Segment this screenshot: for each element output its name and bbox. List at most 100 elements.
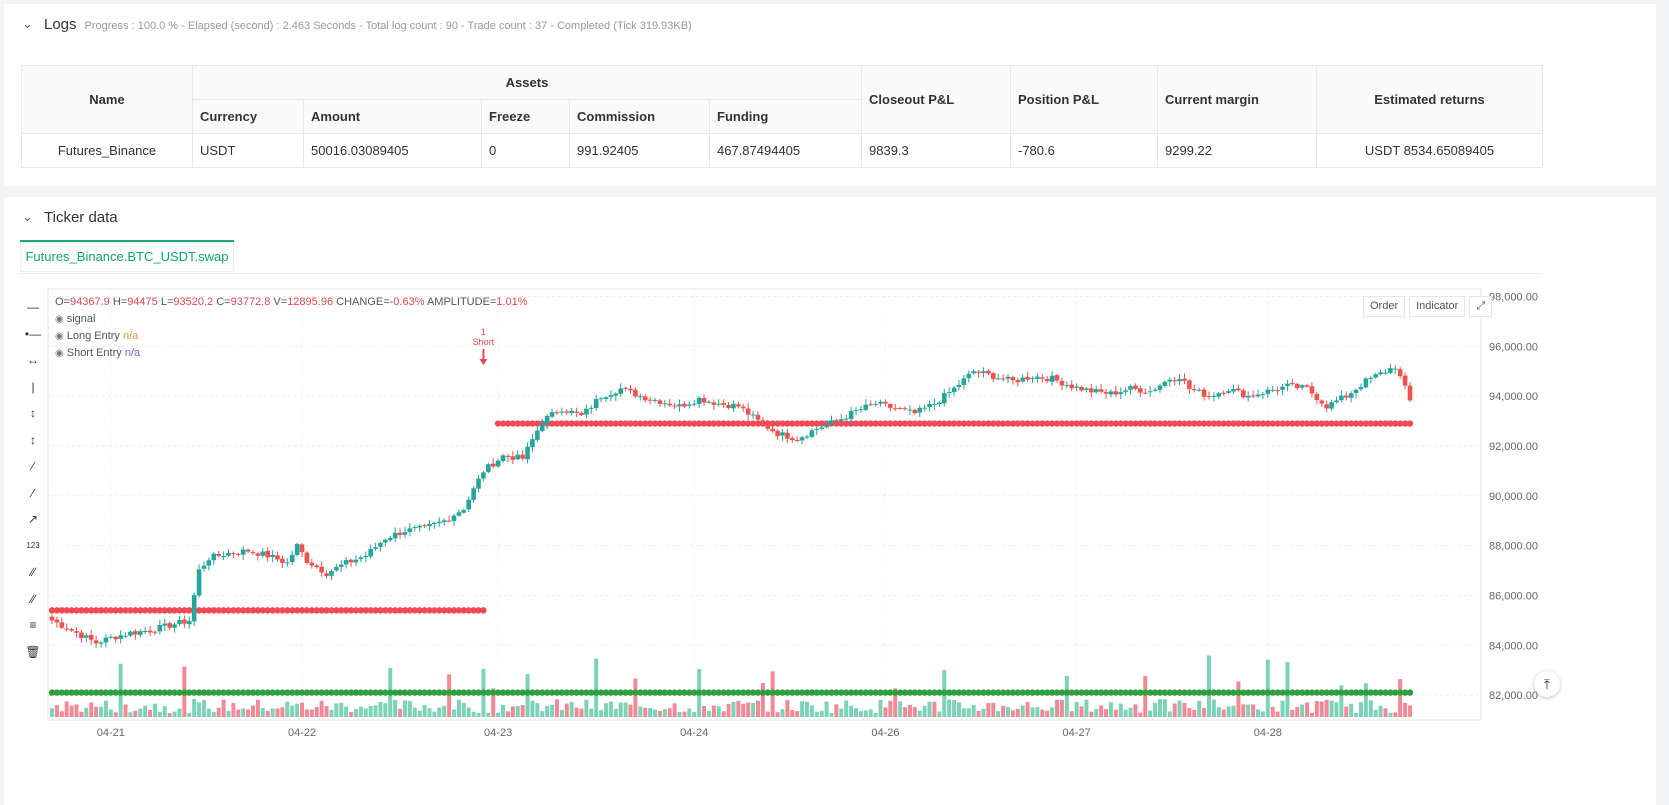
support-dot xyxy=(1289,689,1296,696)
volume-bar xyxy=(672,703,677,717)
resistance-dot xyxy=(1181,420,1188,427)
vertical-segment-icon[interactable]: ↕ xyxy=(30,432,36,447)
candle-body xyxy=(638,396,643,398)
trash-icon[interactable]: 🗑 xyxy=(25,644,41,659)
support-dot xyxy=(725,689,732,696)
resistance-dot xyxy=(205,607,213,614)
resistance-dot xyxy=(784,420,791,427)
resistance-dot xyxy=(450,607,458,614)
fullscreen-icon[interactable]: ⤢ xyxy=(1469,296,1493,317)
support-dot xyxy=(494,689,502,696)
candle-body xyxy=(1260,394,1266,396)
horizontal-ray-icon[interactable]: •— xyxy=(24,326,42,341)
volume-bar xyxy=(128,712,133,717)
segment-line-icon[interactable]: ↗ xyxy=(27,512,39,527)
fib-retracement-icon[interactable]: ≡ xyxy=(29,618,37,633)
ticker-title: Ticker data xyxy=(44,209,118,226)
volume-bar xyxy=(1295,707,1300,717)
candlestick-chart[interactable]: 98,000.00 96,000.00 94,000.00 92,000.00 90,0… xyxy=(4,197,1656,805)
candle-body xyxy=(701,398,707,403)
volume-bar xyxy=(236,709,241,717)
support-dot xyxy=(107,689,115,696)
volume-bar xyxy=(461,702,466,717)
col-commission: Commission xyxy=(569,99,710,134)
resistance-dot xyxy=(1161,420,1169,427)
volume-bar xyxy=(1167,711,1172,717)
scroll-to-top-icon[interactable]: ⤒ xyxy=(1534,671,1560,697)
order-button[interactable]: Order xyxy=(1363,296,1406,317)
resistance-dot xyxy=(391,607,399,614)
volume-bar xyxy=(692,711,697,717)
legend-short-entry[interactable]: ◉ Short Entry n/a xyxy=(55,347,141,359)
resistance-dot xyxy=(338,607,345,614)
candle-body xyxy=(1020,377,1026,382)
horizontal-line-icon[interactable]: — xyxy=(27,300,39,315)
resistance-dot xyxy=(504,420,512,427)
support-dot xyxy=(1117,689,1124,696)
resistance-dot xyxy=(632,420,639,427)
candle-body xyxy=(809,430,815,437)
support-dot xyxy=(730,689,737,696)
volume-bar xyxy=(883,707,888,717)
support-dot xyxy=(1245,689,1252,696)
vertical-ray-icon[interactable]: ↕ xyxy=(30,406,36,421)
volume-bar xyxy=(785,700,790,717)
resistance-dot xyxy=(985,420,992,427)
candle-body xyxy=(363,555,369,558)
support-dot xyxy=(1240,689,1247,696)
logs-header[interactable]: ⌄ Logs Progress : 100.0 % - Elapsed (sec… xyxy=(22,16,692,33)
resistance-dot xyxy=(151,607,159,614)
support-dot xyxy=(1019,689,1026,696)
legend-signal[interactable]: ◉ signal xyxy=(55,313,96,325)
resistance-dot xyxy=(583,420,590,427)
chevron-down-icon[interactable]: ⌄ xyxy=(22,209,33,224)
resistance-dot xyxy=(1186,420,1193,427)
volume-bar xyxy=(633,678,638,717)
col-assets: Assets xyxy=(192,65,862,100)
price-label-icon[interactable]: 123 xyxy=(26,541,40,551)
horizontal-segment-icon[interactable]: ↔ xyxy=(27,353,39,368)
resistance-dot xyxy=(156,607,164,614)
support-dot xyxy=(475,689,482,696)
indicator-button[interactable]: Indicator xyxy=(1409,296,1466,317)
volume-bar xyxy=(510,706,515,717)
candle-body xyxy=(731,403,736,409)
eye-icon[interactable]: ◉ xyxy=(55,331,64,342)
support-dot xyxy=(323,689,330,696)
resistance-dot xyxy=(710,420,718,427)
chevron-down-icon[interactable]: ⌄ xyxy=(22,16,33,31)
resistance-dot xyxy=(436,607,443,614)
support-dot xyxy=(1352,689,1360,696)
ray-line-icon[interactable]: ∕ xyxy=(31,485,34,500)
volume-bar xyxy=(1010,710,1015,717)
ticker-header[interactable]: ⌄ Ticker data xyxy=(22,209,118,226)
support-dot xyxy=(749,689,757,696)
support-dot xyxy=(465,689,472,696)
candle-body xyxy=(1280,386,1285,390)
candle-body xyxy=(814,428,820,430)
candle-body xyxy=(1383,372,1388,374)
volume-bar xyxy=(1123,709,1128,717)
support-dot xyxy=(1362,689,1370,696)
volume-bar xyxy=(1246,704,1251,717)
candle-body xyxy=(157,624,163,632)
volume-bar xyxy=(829,712,834,717)
volume-bar xyxy=(814,711,819,717)
eye-icon[interactable]: ◉ xyxy=(55,348,64,359)
volume-bar xyxy=(1079,706,1084,717)
trend-line-icon[interactable]: ∕ xyxy=(31,459,34,474)
parallel-channel-icon[interactable]: ∕∕ xyxy=(30,565,35,580)
candle-body xyxy=(172,624,177,628)
candle-body xyxy=(956,384,962,388)
resistance-dot xyxy=(445,607,453,614)
tab-btc-usdt-swap[interactable]: Futures_Binance.BTC_USDT.swap xyxy=(20,240,234,272)
volume-bar xyxy=(393,699,398,717)
resistance-dot xyxy=(661,420,669,427)
volume-bar xyxy=(1373,709,1378,717)
vertical-line-icon[interactable]: | xyxy=(31,379,35,394)
candle-body xyxy=(642,396,648,401)
candle-body xyxy=(265,550,271,558)
fib-channel-icon[interactable]: ∕∕ xyxy=(30,591,35,606)
eye-icon[interactable]: ◉ xyxy=(55,314,64,325)
legend-long-entry[interactable]: ◉ Long Entry n/a xyxy=(55,330,139,342)
